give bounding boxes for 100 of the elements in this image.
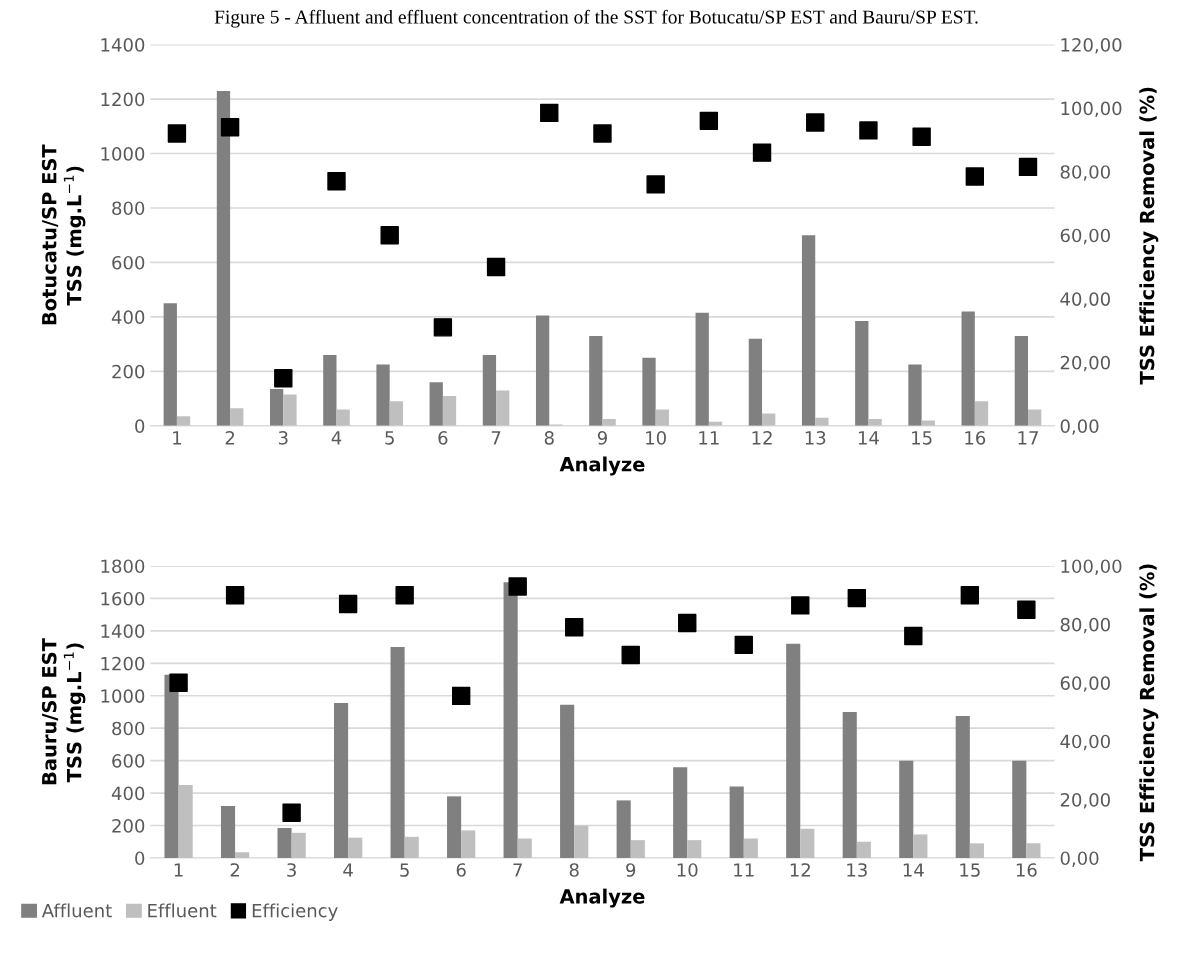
bar	[743, 838, 758, 858]
bar	[856, 841, 871, 858]
point	[847, 588, 866, 608]
x-axis-title: Analyze	[559, 888, 645, 908]
point	[508, 577, 527, 596]
point	[791, 596, 810, 615]
y2-tick-label: 40,00	[1060, 734, 1110, 751]
y-tick-label: 0	[135, 419, 145, 433]
point	[451, 686, 471, 706]
y-tick-label: 1200	[101, 92, 145, 107]
x-tick-label: 16	[965, 431, 986, 445]
bar	[235, 852, 250, 858]
bar	[216, 90, 231, 426]
y2-tick-label: 20,00	[1060, 355, 1110, 372]
bar	[334, 703, 349, 858]
bar	[461, 830, 476, 858]
bar	[695, 312, 709, 426]
legend-label: Efficiency	[252, 903, 338, 921]
x-tick-label: 7	[513, 863, 522, 877]
bar	[815, 417, 829, 426]
y2-tick-label: 120,00	[1061, 38, 1122, 54]
bar	[176, 416, 191, 426]
y-axis-title: Botucatu/SP EST TSS (mg.L$^{−1}$)	[41, 144, 86, 325]
point	[1017, 600, 1036, 619]
point	[912, 127, 931, 146]
bar	[517, 838, 532, 858]
bar	[482, 355, 497, 426]
x-tick-label: 5	[385, 431, 394, 445]
bar	[899, 760, 914, 858]
y-tick-label: 200	[112, 818, 145, 833]
point	[327, 172, 346, 191]
point	[565, 618, 584, 637]
bar	[389, 401, 403, 426]
y-tick-label: 200	[112, 364, 145, 379]
bar	[1012, 760, 1027, 858]
bar	[291, 832, 306, 858]
bar	[908, 364, 922, 426]
x-tick-label: 17	[1018, 431, 1038, 445]
bar	[429, 382, 443, 426]
point	[486, 257, 506, 277]
y-tick-label: 800	[112, 721, 145, 736]
point	[225, 585, 245, 605]
bar	[1026, 843, 1041, 858]
x-tick-label: 8	[544, 431, 554, 445]
x-tick-label: 6	[438, 431, 448, 445]
y-tick-label: 1400	[101, 38, 145, 52]
point	[540, 103, 559, 123]
y2-axis-title: TSS Efficiency Removal (%)	[1139, 87, 1159, 385]
x-tick-label: 12	[790, 863, 810, 877]
y2-tick-label: 0,00	[1060, 851, 1099, 867]
bar	[376, 364, 390, 426]
bar	[961, 311, 975, 426]
point	[220, 118, 240, 137]
point	[904, 626, 923, 646]
bar	[642, 357, 656, 426]
x-axis-title: Analyze	[559, 456, 645, 476]
bar	[842, 711, 857, 858]
bar	[404, 836, 419, 858]
point	[965, 167, 985, 186]
point	[752, 143, 772, 162]
x-tick-label: 5	[400, 863, 409, 877]
point	[274, 368, 293, 388]
y2-tick-label: 80,00	[1060, 165, 1110, 181]
y-tick-label: 400	[111, 310, 145, 325]
point	[806, 113, 825, 132]
bar	[503, 582, 518, 858]
point	[1018, 157, 1038, 177]
bar	[574, 825, 589, 858]
y-tick-label: 1800	[101, 559, 145, 574]
bar	[283, 394, 297, 426]
bar	[178, 784, 193, 858]
y2-tick-label: 20,00	[1060, 793, 1110, 809]
point	[859, 121, 878, 140]
legend-label: Effluent	[148, 903, 217, 918]
x-tick-label: 7	[491, 431, 501, 445]
bar	[560, 704, 575, 858]
bar	[748, 338, 763, 426]
bar	[348, 837, 363, 858]
x-tick-label: 4	[331, 431, 342, 445]
y2-tick-label: 80,00	[1060, 617, 1110, 634]
bar	[442, 395, 457, 426]
y2-tick-label: 0,00	[1060, 419, 1099, 435]
bar	[974, 401, 989, 426]
point	[395, 585, 414, 605]
y2-axis-title: TSS Efficiency Removal (%)	[1139, 564, 1159, 862]
bar	[277, 827, 292, 858]
bar	[535, 315, 550, 426]
y2-tick-label: 40,00	[1060, 292, 1110, 308]
point	[734, 635, 753, 655]
bar	[855, 321, 869, 426]
y-tick-label: 1200	[101, 656, 145, 671]
x-tick-label: 11	[699, 431, 719, 445]
bar	[655, 409, 669, 426]
x-tick-label: 13	[805, 431, 826, 445]
bar	[913, 834, 928, 858]
point	[433, 318, 453, 337]
y-tick-label: 600	[112, 754, 145, 768]
x-tick-label: 12	[752, 431, 772, 445]
point	[678, 613, 697, 633]
legend-label: Affluent	[41, 903, 112, 918]
